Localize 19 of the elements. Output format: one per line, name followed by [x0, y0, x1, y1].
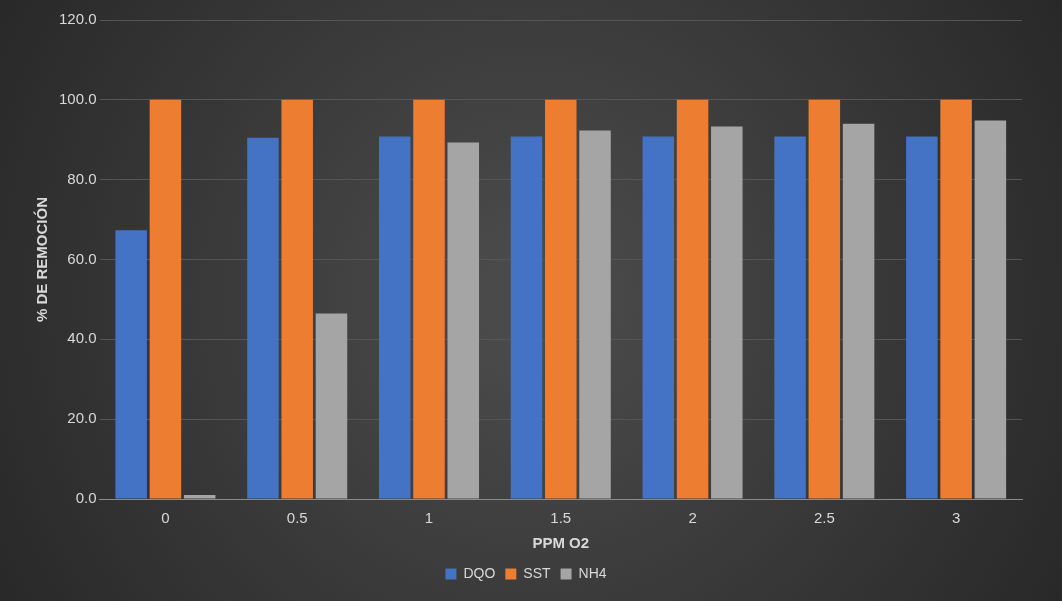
y-tick-label: 20.0 — [67, 409, 97, 427]
y-tick-label: 80.0 — [67, 169, 97, 187]
y-tick-label: 0.0 — [75, 489, 97, 507]
x-tick-label: 1 — [424, 509, 434, 527]
y-tick-label: 60.0 — [67, 249, 97, 267]
legend-label: NH4 — [578, 564, 607, 581]
y-axis-title: % DE REMOCIÓN — [33, 196, 51, 323]
x-tick-label: 1.5 — [550, 509, 572, 527]
x-tick-label: 2.5 — [813, 509, 835, 527]
x-tick-label: 2 — [688, 509, 697, 527]
x-axis-title: PPM O2 — [532, 534, 590, 552]
y-tick-label: 120.0 — [58, 10, 97, 28]
legend-label: DQO — [463, 564, 496, 581]
x-tick-label: 3 — [951, 509, 961, 527]
y-tick-label: 40.0 — [67, 329, 97, 347]
y-tick-label: 100.0 — [58, 89, 97, 107]
legend-label: SST — [523, 564, 551, 581]
x-tick-label: 0.5 — [286, 509, 308, 527]
x-tick-label: 0 — [161, 509, 170, 527]
